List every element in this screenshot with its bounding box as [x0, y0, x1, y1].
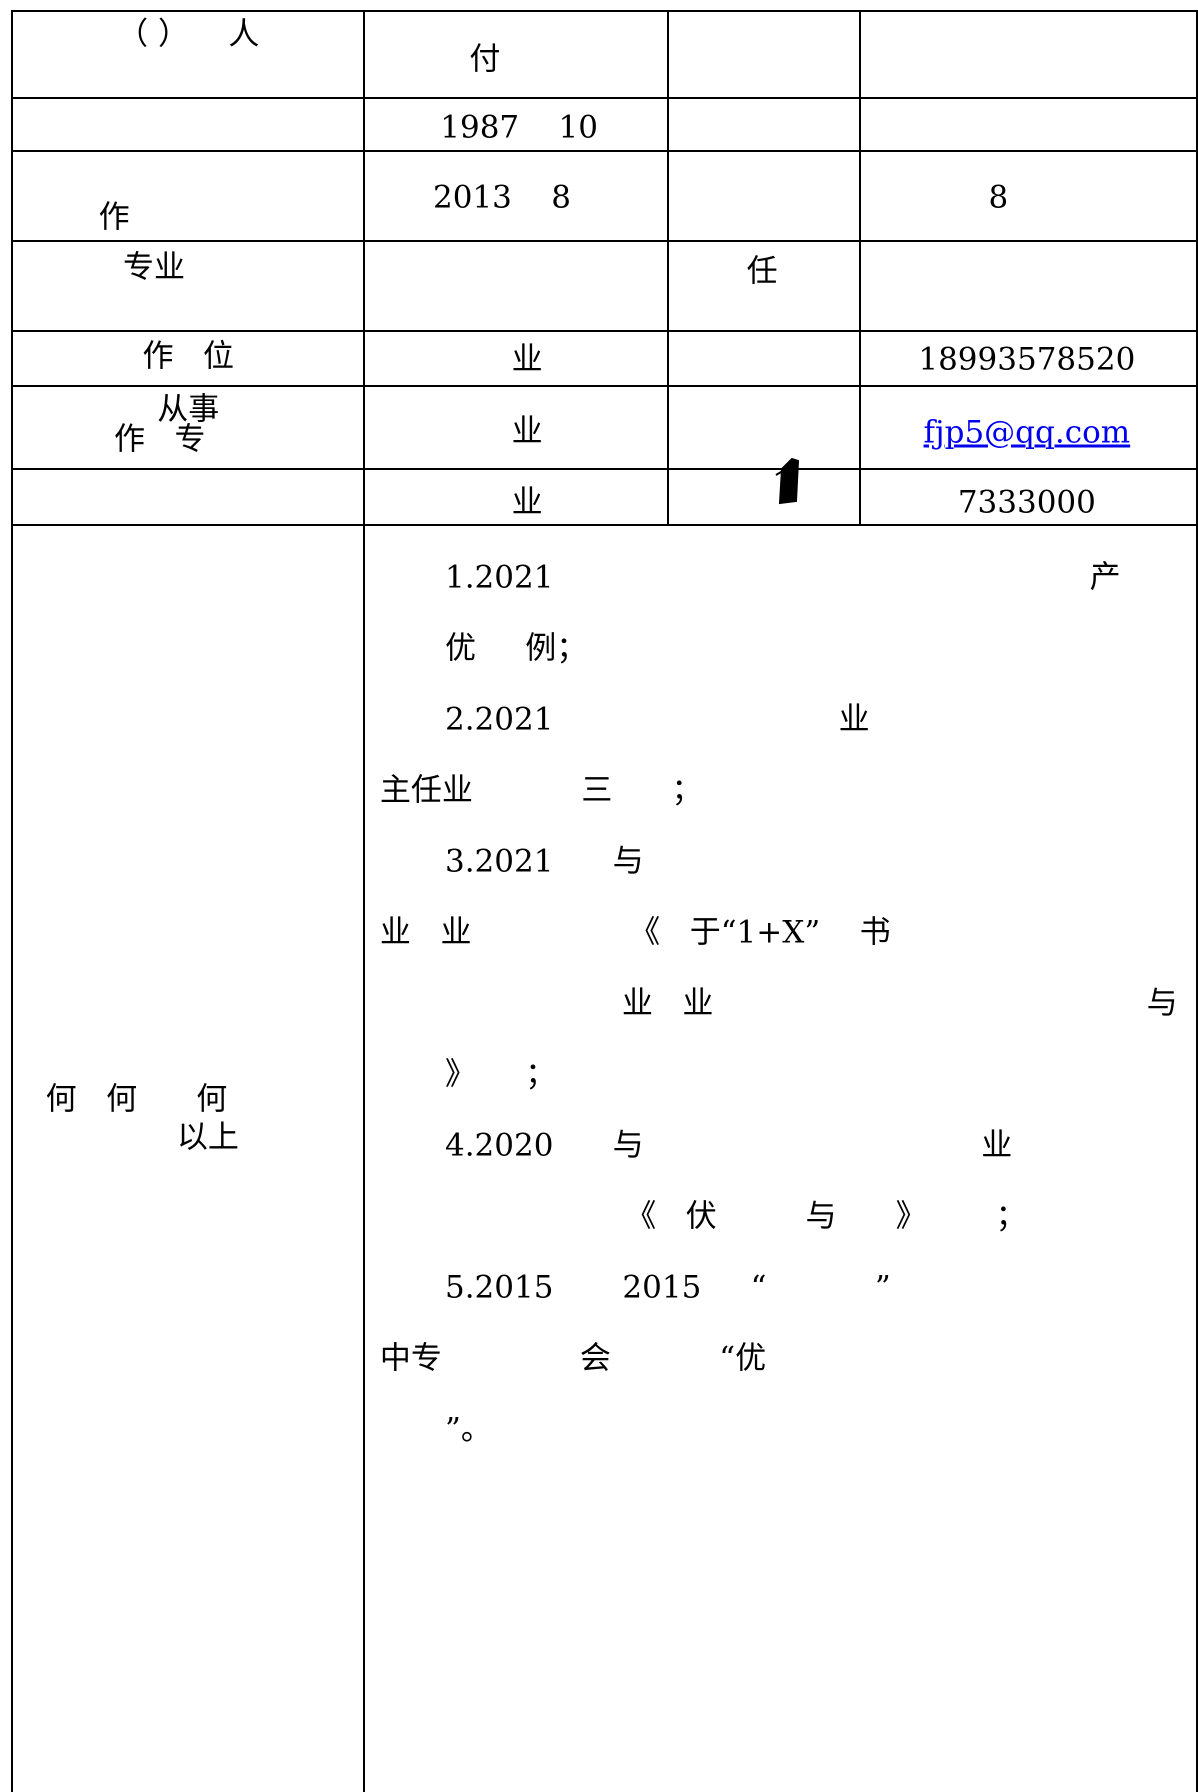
table-border [1195, 10, 1198, 1792]
table-border [362, 10, 365, 1792]
achievement-text: 业 [981, 1127, 1013, 1164]
table-border [11, 240, 1196, 242]
cell-text: 2013 8 [432, 179, 572, 216]
achievement-text: 4.2020 与 [444, 1127, 644, 1164]
cell-text: 18993578520 [918, 341, 1136, 378]
table-border [11, 385, 1196, 387]
achievement-text: 业 业 [621, 985, 714, 1022]
achievement-text: 主任业 三 ； [379, 772, 703, 809]
cell-text: （ ） 人 [117, 16, 260, 53]
cell-text[interactable]: fjp5@qq.com [923, 414, 1131, 451]
achievement-text: 1.2021 [444, 559, 554, 596]
table-border [11, 468, 1196, 470]
table-border [11, 150, 1196, 152]
achievement-text: 3.2021 与 [444, 843, 644, 880]
achievement-text: 2.2021 [444, 701, 554, 738]
row-label: 以上 [176, 1119, 239, 1156]
cell-text: 业 [511, 341, 543, 378]
table-border [11, 97, 1196, 99]
cell-text: 1987 10 [440, 109, 599, 146]
achievement-text: 产 [1089, 559, 1121, 596]
achievement-text: 5.2015 2015 “ ” [444, 1269, 891, 1306]
achievement-text: 中专 会 “优 [379, 1340, 767, 1377]
cell-text: 付 [469, 41, 501, 78]
table-border [11, 10, 14, 1792]
achievement-text: 优 例； [444, 630, 588, 667]
cell-text: 作 [98, 199, 130, 236]
table-border [859, 10, 862, 524]
table-border [11, 524, 1196, 526]
cell-text: 业 [511, 484, 543, 521]
achievement-text: ”。 [444, 1411, 492, 1448]
achievement-text: 《 伏 与 》 ； [625, 1198, 1027, 1235]
table-border [667, 10, 670, 524]
table-border [11, 10, 1196, 12]
row-label: 何 何 何 [45, 1081, 228, 1118]
cell-text: 8 [988, 179, 1009, 216]
achievement-text: 业 [838, 701, 870, 738]
cell-text: 任 [746, 253, 778, 290]
cell-text: 从事 [157, 391, 220, 428]
table-border [11, 330, 1196, 332]
cell-text: 业 [511, 413, 543, 450]
cell-text: 专业 [123, 249, 186, 286]
achievement-text: 》 ； [444, 1056, 557, 1093]
cell-text: 作 专 [113, 421, 206, 458]
achievement-text: 业 业 《 于“1+X” 书 [379, 914, 891, 951]
achievement-text: 与 [1146, 985, 1178, 1022]
signature-icon [775, 457, 800, 505]
cell-text: 7333000 [957, 484, 1096, 521]
cell-text: 作 位 [142, 338, 235, 375]
